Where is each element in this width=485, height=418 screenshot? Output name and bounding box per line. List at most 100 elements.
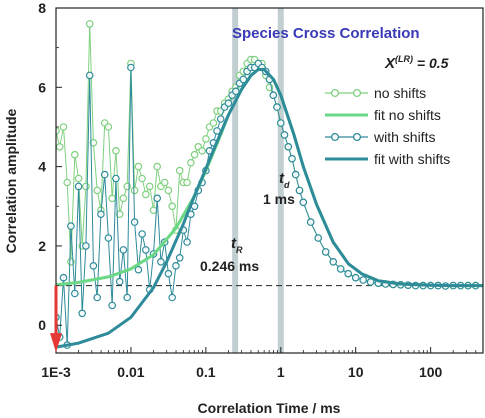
y-tick-label: 2 [38, 238, 46, 254]
data-point [329, 257, 338, 266]
legend-label-fit-no-shifts: fit no shifts [374, 107, 441, 123]
fit-curve [56, 68, 483, 349]
vertical-band-1 [277, 8, 284, 353]
data-point [216, 115, 225, 123]
data-point [145, 182, 154, 191]
data-point [123, 293, 132, 302]
t-d-symbol: t [279, 170, 285, 187]
data-point [112, 174, 120, 183]
data-point [138, 174, 146, 183]
x-lr-value: = 0.5 [413, 55, 449, 71]
data-point [108, 301, 117, 310]
data-point [93, 293, 102, 302]
data-point [273, 103, 281, 111]
data-point [104, 123, 113, 131]
data-point [164, 269, 173, 278]
x-lr-annotation: X(LR) = 0.5 [384, 54, 449, 72]
data-point [175, 253, 184, 262]
data-point [351, 273, 360, 282]
data-point [78, 309, 87, 318]
data-point [112, 147, 120, 155]
t-d-subscript: d [284, 180, 290, 190]
data-point [280, 131, 289, 139]
x-tick-label: 0.1 [196, 364, 216, 380]
legend-label-no-shifts: no shifts [374, 85, 426, 101]
y-axis-title: Correlation amplitude [3, 108, 19, 253]
y-tick-label: 4 [38, 159, 46, 175]
data-point [276, 119, 285, 127]
data-point [130, 218, 139, 226]
data-point [115, 277, 124, 286]
data-point [82, 242, 90, 250]
data-point [56, 143, 64, 151]
data-point [142, 190, 150, 199]
data-point [321, 248, 330, 256]
data-point [97, 210, 105, 219]
data-point [67, 222, 75, 230]
legend-item-no-shifts: no shifts [325, 85, 426, 101]
legend-label-fit-with-shifts: fit with shifts [374, 151, 450, 167]
fit-curve [56, 68, 483, 288]
svg-text:tR: tR [231, 235, 243, 255]
data-point [183, 238, 191, 246]
data-point [164, 186, 173, 195]
data-point [89, 139, 98, 147]
t-r-value: 0.246 ms [200, 258, 259, 274]
data-point [130, 186, 139, 195]
data-point [63, 178, 71, 187]
x-lr-symbol: X [384, 55, 396, 72]
data-point [149, 206, 158, 215]
data-point [160, 178, 169, 187]
t-d-value: 1 ms [263, 191, 295, 207]
data-point [314, 234, 323, 242]
x-tick-label: 100 [419, 364, 443, 380]
data-point [299, 198, 308, 207]
data-point [134, 265, 143, 274]
data-point [59, 123, 68, 131]
data-point [142, 246, 150, 254]
data-point [288, 154, 296, 163]
series-fit-no-shifts [56, 68, 483, 288]
x-tick-label: 0.01 [117, 364, 144, 380]
data-point [82, 182, 90, 191]
series-fit-with-shifts [56, 68, 483, 349]
data-point [71, 150, 79, 159]
data-point [134, 162, 143, 171]
data-point [202, 135, 210, 143]
legend-item-fit-no-shifts: fit no shifts [325, 107, 441, 123]
x-tick-label: 10 [348, 364, 364, 380]
data-point [138, 230, 146, 238]
data-point [284, 143, 293, 151]
data-point [168, 202, 177, 211]
data-point [187, 158, 195, 167]
vertical-band-0 [232, 8, 239, 353]
data-point [127, 63, 135, 72]
data-point [74, 182, 83, 191]
data-point [291, 170, 300, 179]
data-point [168, 293, 177, 302]
data-point [172, 261, 180, 270]
data-point [119, 194, 128, 203]
t-r-symbol: t [231, 235, 237, 252]
data-point [190, 150, 199, 159]
data-point [89, 261, 98, 270]
y-tick-label: 0 [38, 317, 46, 333]
t-r-subscript: R [236, 245, 243, 255]
data-point [74, 174, 83, 183]
t-d-annotation: td 1 ms [263, 170, 295, 207]
data-point [115, 210, 124, 219]
data-point [93, 186, 102, 195]
data-point [157, 257, 165, 266]
legend-label-with-shifts: with shifts [373, 129, 435, 145]
data-point [295, 186, 304, 195]
data-point [209, 119, 218, 127]
legend-item-fit-with-shifts: fit with shifts [325, 151, 450, 167]
x-lr-superscript: (LR) [395, 54, 413, 64]
data-point [100, 170, 109, 179]
data-point [336, 265, 345, 273]
data-point [71, 289, 79, 298]
data-point [59, 273, 68, 282]
data-point [104, 234, 113, 242]
legend: no shifts fit no shifts with shifts fit … [325, 85, 450, 167]
